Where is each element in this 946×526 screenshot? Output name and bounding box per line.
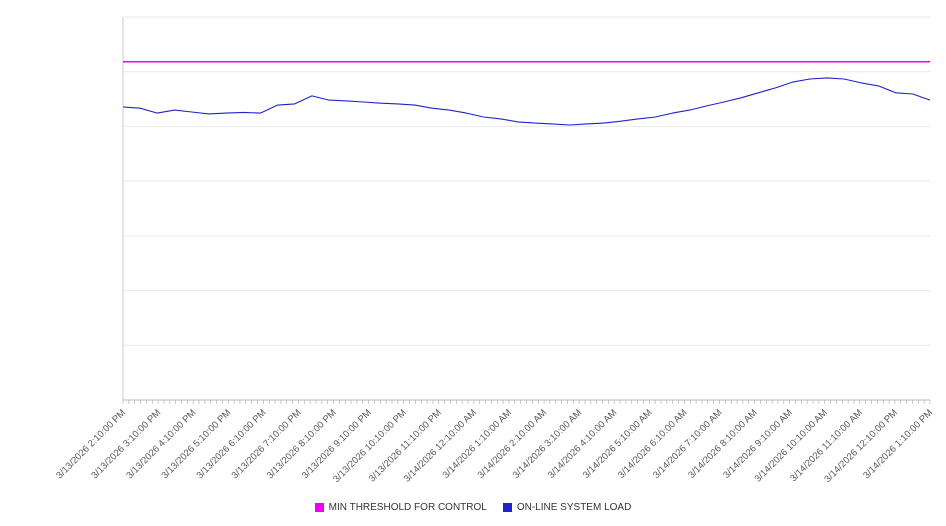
system-load-color-swatch — [502, 502, 512, 512]
x-axis-label: 3/14/2026 4:10:00 AM — [546, 407, 620, 481]
x-axis-label: 3/13/2026 9:10:00 PM — [300, 407, 374, 481]
on-line-system-load-line — [122, 77, 931, 126]
x-axis-label: 3/14/2026 8:10:00 AM — [686, 407, 760, 481]
x-axis-label: 3/13/2026 5:10:00 PM — [159, 407, 233, 481]
x-axis-label: 3/13/2026 8:10:00 PM — [265, 407, 339, 481]
legend-label-system-load: ON-LINE SYSTEM LOAD — [516, 501, 632, 513]
x-axis-label: 3/14/2026 7:10:00 AM — [651, 407, 725, 481]
x-axis-label: 3/14/2026 1:10:00 PM — [861, 407, 935, 481]
x-axis-label: 3/13/2026 3:10:00 PM — [89, 407, 163, 481]
legend-item-min-threshold[interactable]: MIN THRESHOLD FOR CONTROL — [314, 501, 487, 513]
x-axis-label: 3/14/2026 5:10:00 AM — [581, 407, 655, 481]
x-axis-label: 3/14/2026 3:10:00 AM — [511, 407, 585, 481]
chart-legend: MIN THRESHOLD FOR CONTROL ON-LINE SYSTEM… — [0, 498, 946, 516]
legend-label-min-threshold: MIN THRESHOLD FOR CONTROL — [328, 501, 487, 513]
x-axis-label: 3/13/2026 2:10:00 PM — [54, 407, 128, 481]
x-axis-label: 3/13/2026 4:10:00 PM — [124, 407, 198, 481]
x-axis-label: 3/14/2026 2:10:00 AM — [476, 407, 550, 481]
legend-item-system-load[interactable]: ON-LINE SYSTEM LOAD — [502, 501, 632, 513]
x-axis-label: 3/13/2026 7:10:00 PM — [230, 407, 304, 481]
line-chart: 3/13/2026 2:10:00 PM3/13/2026 3:10:00 PM… — [54, 16, 935, 485]
x-axis-label: 3/13/2026 6:10:00 PM — [195, 407, 269, 481]
x-axis-label: 3/14/2026 9:10:00 AM — [721, 407, 795, 481]
threshold-color-swatch — [314, 502, 324, 512]
x-axis-label: 3/14/2026 1:10:00 AM — [441, 407, 515, 481]
x-axis-label: 3/14/2026 6:10:00 AM — [616, 407, 690, 481]
